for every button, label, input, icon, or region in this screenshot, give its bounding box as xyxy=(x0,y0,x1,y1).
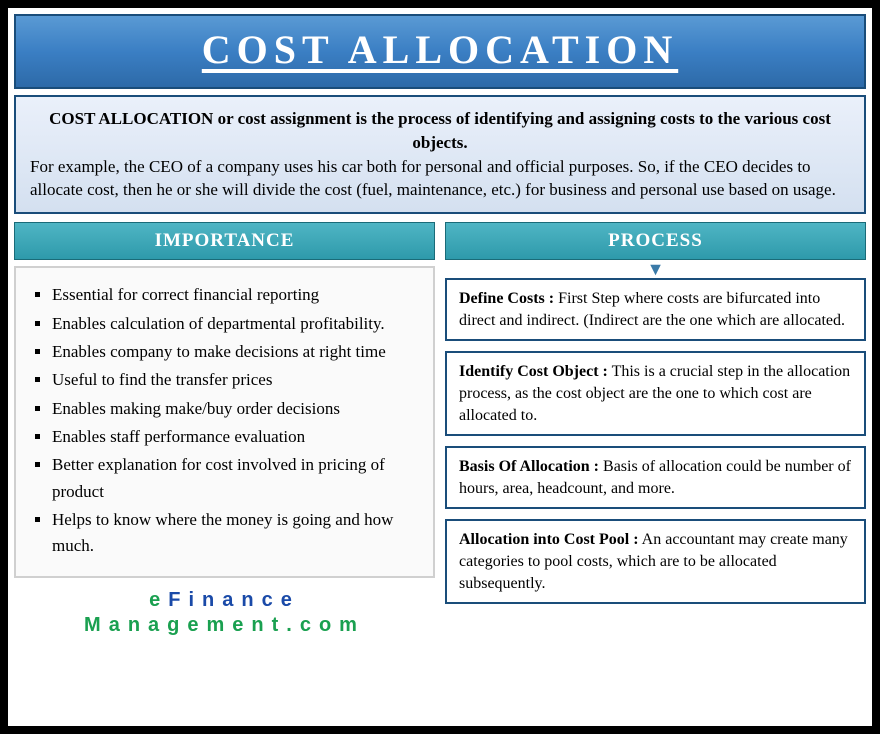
list-item: Essential for correct financial reportin… xyxy=(52,282,415,308)
importance-list: Essential for correct financial reportin… xyxy=(52,282,415,559)
process-header: PROCESS xyxy=(445,222,866,260)
definition-example: For example, the CEO of a company uses h… xyxy=(30,155,850,203)
process-step: Allocation into Cost Pool : An accountan… xyxy=(445,519,866,604)
step-title: Define Costs : xyxy=(459,290,554,307)
process-step: Basis Of Allocation : Basis of allocatio… xyxy=(445,446,866,509)
list-item: Helps to know where the money is going a… xyxy=(52,507,415,560)
watermark-finance: Finance xyxy=(168,589,300,611)
step-title: Basis Of Allocation : xyxy=(459,458,599,475)
page-title: COST ALLOCATION xyxy=(16,26,864,73)
list-item: Enables company to make decisions at rig… xyxy=(52,339,415,365)
step-title: Allocation into Cost Pool : xyxy=(459,531,639,548)
arrow-down-icon: ▼ xyxy=(445,262,866,276)
page-container: COST ALLOCATION COST ALLOCATION or cost … xyxy=(8,8,872,726)
importance-body: Essential for correct financial reportin… xyxy=(14,266,435,577)
list-item: Enables calculation of departmental prof… xyxy=(52,311,415,337)
importance-column: IMPORTANCE Essential for correct financi… xyxy=(14,222,435,637)
columns-row: IMPORTANCE Essential for correct financi… xyxy=(14,222,866,637)
step-title: Identify Cost Object : xyxy=(459,363,608,380)
process-step: Identify Cost Object : This is a crucial… xyxy=(445,351,866,436)
process-step: Define Costs : First Step where costs ar… xyxy=(445,278,866,341)
process-column: PROCESS ▼ Define Costs : First Step wher… xyxy=(445,222,866,637)
list-item: Better explanation for cost involved in … xyxy=(52,452,415,505)
definition-lead: COST ALLOCATION or cost assignment is th… xyxy=(30,107,850,155)
list-item: Useful to find the transfer prices xyxy=(52,367,415,393)
definition-box: COST ALLOCATION or cost assignment is th… xyxy=(14,95,866,214)
list-item: Enables staff performance evaluation xyxy=(52,424,415,450)
watermark-e: e xyxy=(149,589,168,611)
process-flow: Define Costs : First Step where costs ar… xyxy=(445,278,866,614)
watermark-management: Management.com xyxy=(84,614,365,636)
title-bar: COST ALLOCATION xyxy=(14,14,866,89)
watermark: eFinance Management.com xyxy=(14,588,435,638)
importance-header: IMPORTANCE xyxy=(14,222,435,260)
list-item: Enables making make/buy order decisions xyxy=(52,396,415,422)
